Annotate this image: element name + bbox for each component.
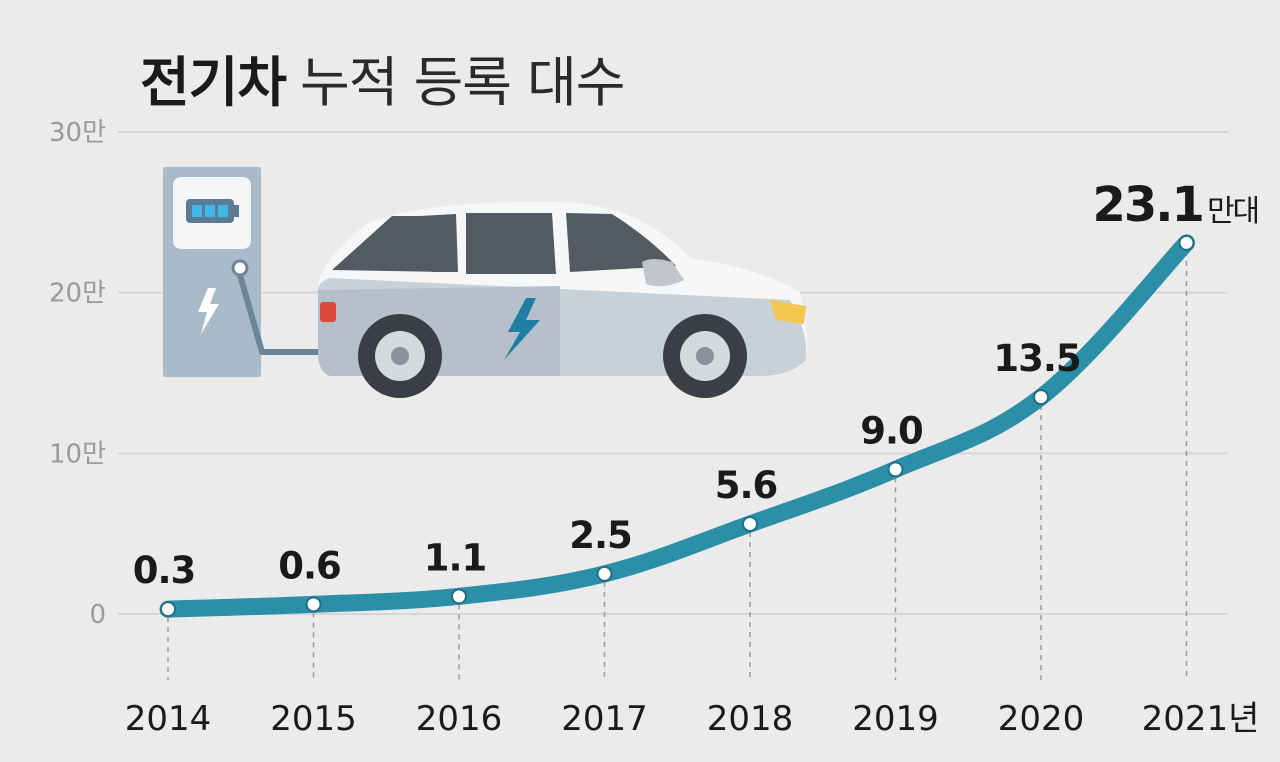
data-label: 1.1	[424, 536, 487, 579]
charging-station-icon	[163, 167, 320, 377]
data-label-unit: 만대	[1207, 194, 1258, 229]
x-tick-label: 2014	[125, 699, 212, 739]
y-tick-label: 0	[89, 600, 106, 630]
data-point	[1033, 389, 1049, 406]
data-label: 9.0	[860, 409, 923, 452]
x-tick-label: 2020	[998, 699, 1085, 739]
data-label: 0.6	[278, 544, 341, 587]
electric-car-illustration	[163, 167, 808, 398]
chart-title-bold: 전기차	[140, 51, 287, 114]
x-tick-label: 2016	[416, 699, 503, 739]
data-point	[305, 596, 322, 613]
data-label: 0.3	[133, 549, 196, 592]
x-tick-label: 2019	[852, 699, 939, 739]
data-point	[887, 461, 904, 478]
x-tick-label: 2015	[270, 699, 357, 739]
data-point	[742, 516, 758, 533]
x-tick-label: 2018	[707, 699, 794, 739]
x-tick-label: 2017	[561, 699, 648, 739]
y-tick-label: 30만	[49, 118, 106, 148]
car-icon	[318, 201, 808, 398]
x-tick-label: 2021년	[1142, 699, 1260, 739]
y-tick-label: 10만	[49, 439, 106, 469]
data-point	[1178, 234, 1195, 251]
data-label: 2.5	[569, 514, 632, 557]
data-label: 13.5	[993, 337, 1080, 380]
data-point	[451, 588, 467, 605]
data-point	[596, 565, 613, 582]
data-point	[160, 601, 176, 618]
y-tick-label: 20만	[49, 279, 106, 309]
chart-title-light: 누적 등록 대수	[300, 51, 625, 114]
data-label: 5.6	[715, 464, 778, 507]
data-label: 23.1 만대	[1093, 177, 1259, 233]
chart-title: 전기차 누적 등록 대수	[140, 38, 625, 117]
